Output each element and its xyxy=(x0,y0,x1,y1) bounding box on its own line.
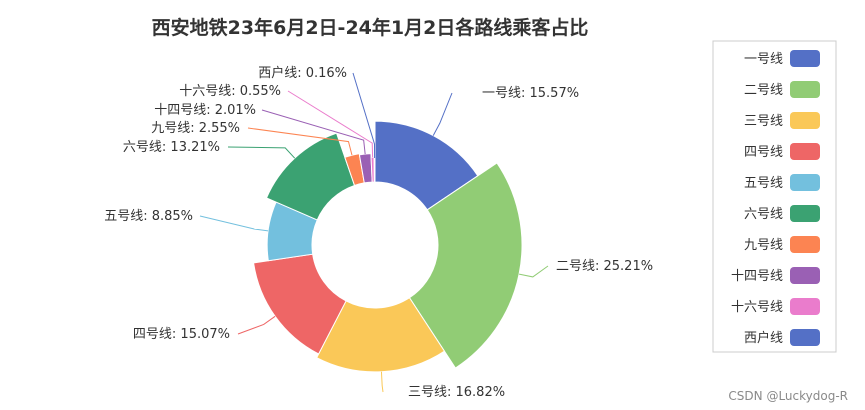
legend-swatch-3 xyxy=(790,112,820,129)
legend-label-6: 六号线 xyxy=(744,207,783,222)
leader-line-9 xyxy=(287,90,374,158)
leader-line-1 xyxy=(432,92,453,136)
legend-label-2: 二号线 xyxy=(744,83,783,98)
legend-swatch-5 xyxy=(790,174,820,191)
slice-label-2: 二号线: 25.21% xyxy=(556,259,653,274)
leader-line-2 xyxy=(518,265,549,278)
pie-slices xyxy=(253,120,523,373)
slice-4 xyxy=(253,253,347,355)
slice-label-4: 四号线: 15.07% xyxy=(133,327,230,342)
leader-line-10 xyxy=(352,72,376,159)
leader-line-5 xyxy=(199,215,269,232)
legend-swatch-4 xyxy=(790,143,820,160)
legend-swatch-6 xyxy=(790,205,820,222)
legend-swatch-7 xyxy=(790,236,820,253)
slice-1 xyxy=(374,120,479,211)
slice-label-7: 九号线: 2.55% xyxy=(151,121,240,136)
legend-label-1: 一号线 xyxy=(744,52,783,67)
chart-title: 西安地铁23年6月2日-24年1月2日各路线乘客占比 xyxy=(152,16,589,39)
slice-2 xyxy=(408,162,523,369)
slice-8 xyxy=(358,153,373,184)
slice-label-3: 三号线: 16.82% xyxy=(408,385,505,400)
slice-label-8: 十四号线: 2.01% xyxy=(154,103,256,118)
leader-line-4 xyxy=(237,315,276,335)
slice-label-5: 五号线: 8.85% xyxy=(104,209,193,224)
legend-swatch-1 xyxy=(790,50,820,67)
slice-label-6: 六号线: 13.21% xyxy=(123,140,220,155)
legend-label-3: 三号线 xyxy=(744,114,783,129)
legend-label-9: 十六号线 xyxy=(731,300,783,315)
legend-swatch-2 xyxy=(790,81,820,98)
slice-3 xyxy=(316,297,446,373)
slice-labels: 一号线: 15.57% 二号线: 25.21% 三号线: 16.82% 四号线: 15… xyxy=(104,65,653,400)
slice-10 xyxy=(373,157,376,183)
leader-line-8 xyxy=(261,109,366,155)
legend-label-8: 十四号线 xyxy=(731,269,783,284)
legend-label-10: 西户线 xyxy=(744,330,783,346)
slice-label-9: 十六号线: 0.55% xyxy=(179,84,281,99)
legend-label-7: 九号线 xyxy=(744,238,783,253)
legend-swatch-10 xyxy=(790,329,820,346)
legend-swatch-8 xyxy=(790,267,820,284)
leader-line-3 xyxy=(380,371,384,393)
leader-line-7 xyxy=(247,127,353,156)
slice-label-10: 西户线: 0.16% xyxy=(258,65,347,81)
slice-7 xyxy=(344,153,365,187)
legend-swatch-9 xyxy=(790,298,820,315)
legend-label-4: 四号线 xyxy=(744,145,783,160)
slice-label-1: 一号线: 15.57% xyxy=(482,86,579,101)
legend-label-5: 五号线 xyxy=(744,176,783,191)
slice-6 xyxy=(265,132,356,221)
leader-line-6 xyxy=(227,146,296,159)
watermark: CSDN @Luckydog-R xyxy=(728,389,848,403)
